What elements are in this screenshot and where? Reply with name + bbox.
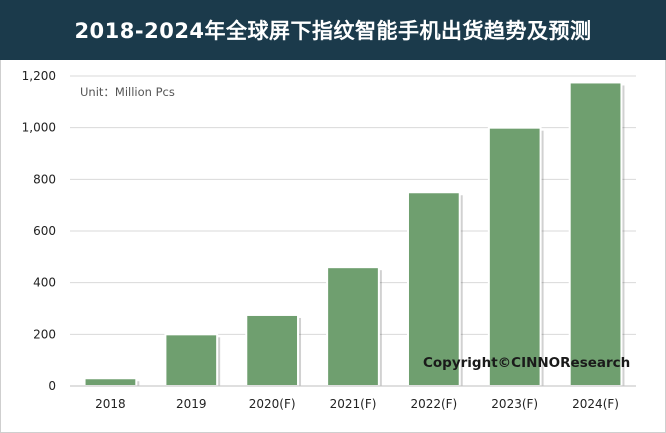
x-tick-label: 2018 xyxy=(95,397,126,411)
y-tick-label: 1,200 xyxy=(22,69,56,83)
y-axis-ticks: 0 200 400 600 800 1,000 1,200 xyxy=(22,69,56,393)
copyright-watermark: Copyright©CINNOResearch xyxy=(423,355,630,371)
bar-2019 xyxy=(164,333,219,388)
bar-2020(F) xyxy=(245,313,300,388)
bar-2021(F) xyxy=(326,266,380,387)
chart-title: 2018-2024年全球屏下指纹智能手机出货趋势及预测 xyxy=(74,19,592,43)
y-tick-label: 400 xyxy=(33,276,56,290)
bar-2022(F) xyxy=(406,191,461,387)
y-tick-label: 1,000 xyxy=(22,121,56,135)
x-tick-label: 2022(F) xyxy=(410,397,457,411)
y-tick-label: 800 xyxy=(33,172,56,186)
x-tick-label: 2023(F) xyxy=(491,397,538,411)
x-tick-label: 2024(F) xyxy=(572,397,619,411)
unit-note: Unit：Million Pcs xyxy=(80,85,175,99)
y-tick-label: 200 xyxy=(33,327,56,341)
y-tick-label: 0 xyxy=(48,379,56,393)
bar-2024(F) xyxy=(568,81,623,387)
bars xyxy=(83,81,625,388)
bar-2018 xyxy=(83,377,138,387)
x-axis-ticks: 2018 2019 2020(F) 2021(F) 2022(F) 2023(F) 2024… xyxy=(95,397,619,411)
x-tick-label: 2021(F) xyxy=(330,397,377,411)
bar-2023(F) xyxy=(487,126,542,388)
x-tick-label: 2019 xyxy=(176,397,207,411)
title-banner: 2018-2024年全球屏下指纹智能手机出货趋势及预测 xyxy=(0,0,666,60)
y-tick-label: 600 xyxy=(33,224,56,238)
x-tick-label: 2020(F) xyxy=(249,397,296,411)
